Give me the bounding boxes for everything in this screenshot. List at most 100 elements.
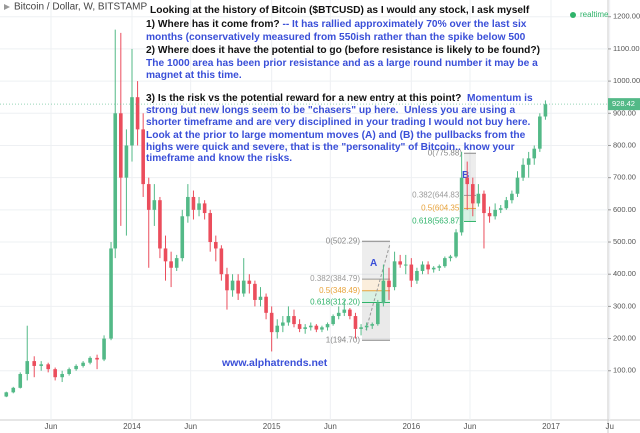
note-line: Looking at the history of Bitcoin ($BTCU… <box>150 5 530 16</box>
note-line: 3) Is the risk vs the potential reward f… <box>146 93 533 104</box>
candle-body <box>241 280 246 294</box>
y-tick-label: 600.00 <box>613 205 636 214</box>
note-line: 2) Where does it have the potential to g… <box>146 45 540 56</box>
candle-body <box>493 209 497 217</box>
note-segment: 1) Where has it come from? <box>146 19 282 30</box>
note-line: Look at the prior to large momentum move… <box>146 130 526 141</box>
candle-body <box>532 148 537 159</box>
candle-body <box>504 200 509 209</box>
candle-body <box>109 248 113 339</box>
y-tick-label: 1100.00 <box>613 44 640 53</box>
candle-body <box>247 280 252 284</box>
candle-body <box>102 338 106 360</box>
candle-body <box>230 280 235 291</box>
candle-body <box>437 266 442 268</box>
fib-label: 0.618(563.87) <box>412 217 462 226</box>
candle-body <box>308 325 313 328</box>
candle-body <box>403 264 408 266</box>
candle-body <box>163 248 168 262</box>
last-price-label: 928.42 <box>612 99 635 108</box>
x-tick-label: Jun <box>464 422 477 431</box>
note-line: strong but new longs seem to be "chasers… <box>146 105 515 116</box>
note-segment: strong but new longs seem to be "chasers… <box>146 105 515 116</box>
x-tick-label: Jun <box>45 422 58 431</box>
fib-zone <box>362 302 390 341</box>
website: www.alphatrends.net <box>221 357 328 369</box>
candle-body <box>454 232 458 257</box>
y-tick-label: 300.00 <box>613 301 636 310</box>
candle-body <box>415 270 419 281</box>
note-segment: months (conservatively measured from 550… <box>146 32 526 43</box>
candle-body <box>269 312 274 333</box>
candle-body <box>95 357 99 360</box>
candle-body <box>39 364 44 366</box>
candle-body <box>286 316 291 323</box>
y-tick-label: 700.00 <box>613 173 636 182</box>
x-tick-label: 2017 <box>542 422 560 431</box>
candle-body <box>487 213 492 217</box>
candle-body <box>281 322 285 326</box>
candle-body <box>191 196 196 210</box>
candle-body <box>381 280 386 304</box>
candle-body <box>521 164 525 178</box>
candle-body <box>443 258 447 267</box>
candle-body <box>158 200 162 249</box>
x-tick-label: Ju <box>605 422 613 431</box>
x-tick-label: Jun <box>184 422 197 431</box>
candle-body <box>364 325 369 328</box>
candle-body <box>225 274 229 291</box>
candle-body <box>53 369 57 378</box>
candle-body <box>264 296 268 313</box>
candle-body <box>498 208 503 210</box>
note-segment: timeframe and know the risks. <box>146 153 292 164</box>
candle-body <box>74 365 78 370</box>
note-line: months (conservatively measured from 550… <box>146 32 526 43</box>
y-tick-label: 800.00 <box>613 140 636 149</box>
fib-zone <box>464 208 476 222</box>
candle-body <box>174 258 179 268</box>
fib-label: 0(775.88) <box>428 148 463 157</box>
candle-body <box>169 261 173 268</box>
candle-body <box>88 357 92 363</box>
candle-body <box>141 129 145 185</box>
candle-body <box>392 261 397 288</box>
candle-body <box>180 216 185 259</box>
collapse-icon[interactable] <box>4 4 10 10</box>
candle-body <box>353 316 358 329</box>
candle-body <box>4 392 9 397</box>
note-segment: Looking at the history of Bitcoin ($BTCU… <box>150 5 530 16</box>
x-tick-label: 2015 <box>263 422 281 431</box>
fib-label: 0(502.29) <box>326 236 361 245</box>
x-tick-label: 2014 <box>123 422 141 431</box>
candle-body <box>348 309 352 317</box>
candle-body <box>18 373 23 388</box>
candle-body <box>448 256 453 259</box>
candle-body <box>482 193 486 214</box>
candle-body <box>292 316 296 325</box>
candle-body <box>331 316 335 325</box>
candle-body <box>314 325 319 330</box>
notes: Looking at the history of Bitcoin ($BTCU… <box>146 5 540 164</box>
note-segment: -- It has rallied approximately 70% over… <box>282 19 526 30</box>
candle-body <box>46 364 50 370</box>
candle-body <box>325 324 330 328</box>
fib-label: 0.382(644.83) <box>412 191 462 200</box>
candle-body <box>538 116 542 149</box>
candle-body <box>431 267 436 270</box>
last-price-box <box>608 98 640 111</box>
candle-body <box>186 196 190 217</box>
candle-body <box>320 327 324 330</box>
candle-body <box>81 362 85 366</box>
move-label: A <box>370 258 377 269</box>
candle-body <box>297 324 302 329</box>
candle-body <box>119 113 123 178</box>
candle-body <box>476 193 481 204</box>
candle-body <box>342 309 347 313</box>
status-dot <box>570 12 576 18</box>
note-segment: highs were quick and severe, that is the… <box>146 142 515 153</box>
candle-body <box>124 145 129 178</box>
candle-body <box>236 280 240 294</box>
fib-zone <box>362 279 390 291</box>
